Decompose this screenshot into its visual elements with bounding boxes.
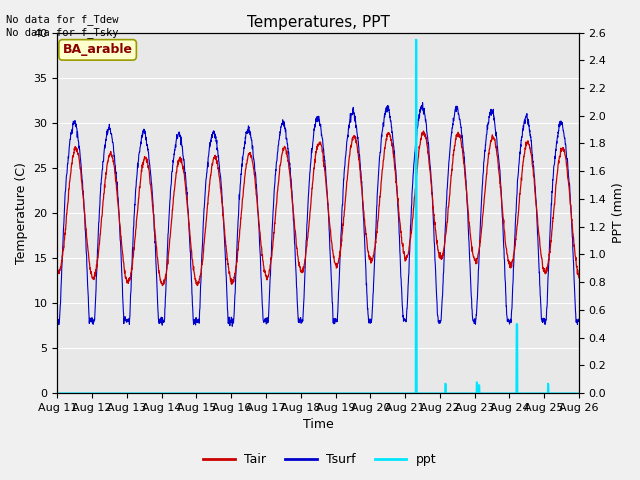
Y-axis label: Temperature (C): Temperature (C) [15,162,28,264]
Legend: Tair, Tsurf, ppt: Tair, Tsurf, ppt [198,448,442,471]
Title: Temperatures, PPT: Temperatures, PPT [246,15,390,30]
Text: No data for f_Tdew
No data for f_Tsky: No data for f_Tdew No data for f_Tsky [6,14,119,38]
X-axis label: Time: Time [303,419,333,432]
Text: BA_arable: BA_arable [63,43,132,56]
Y-axis label: PPT (mm): PPT (mm) [612,182,625,243]
